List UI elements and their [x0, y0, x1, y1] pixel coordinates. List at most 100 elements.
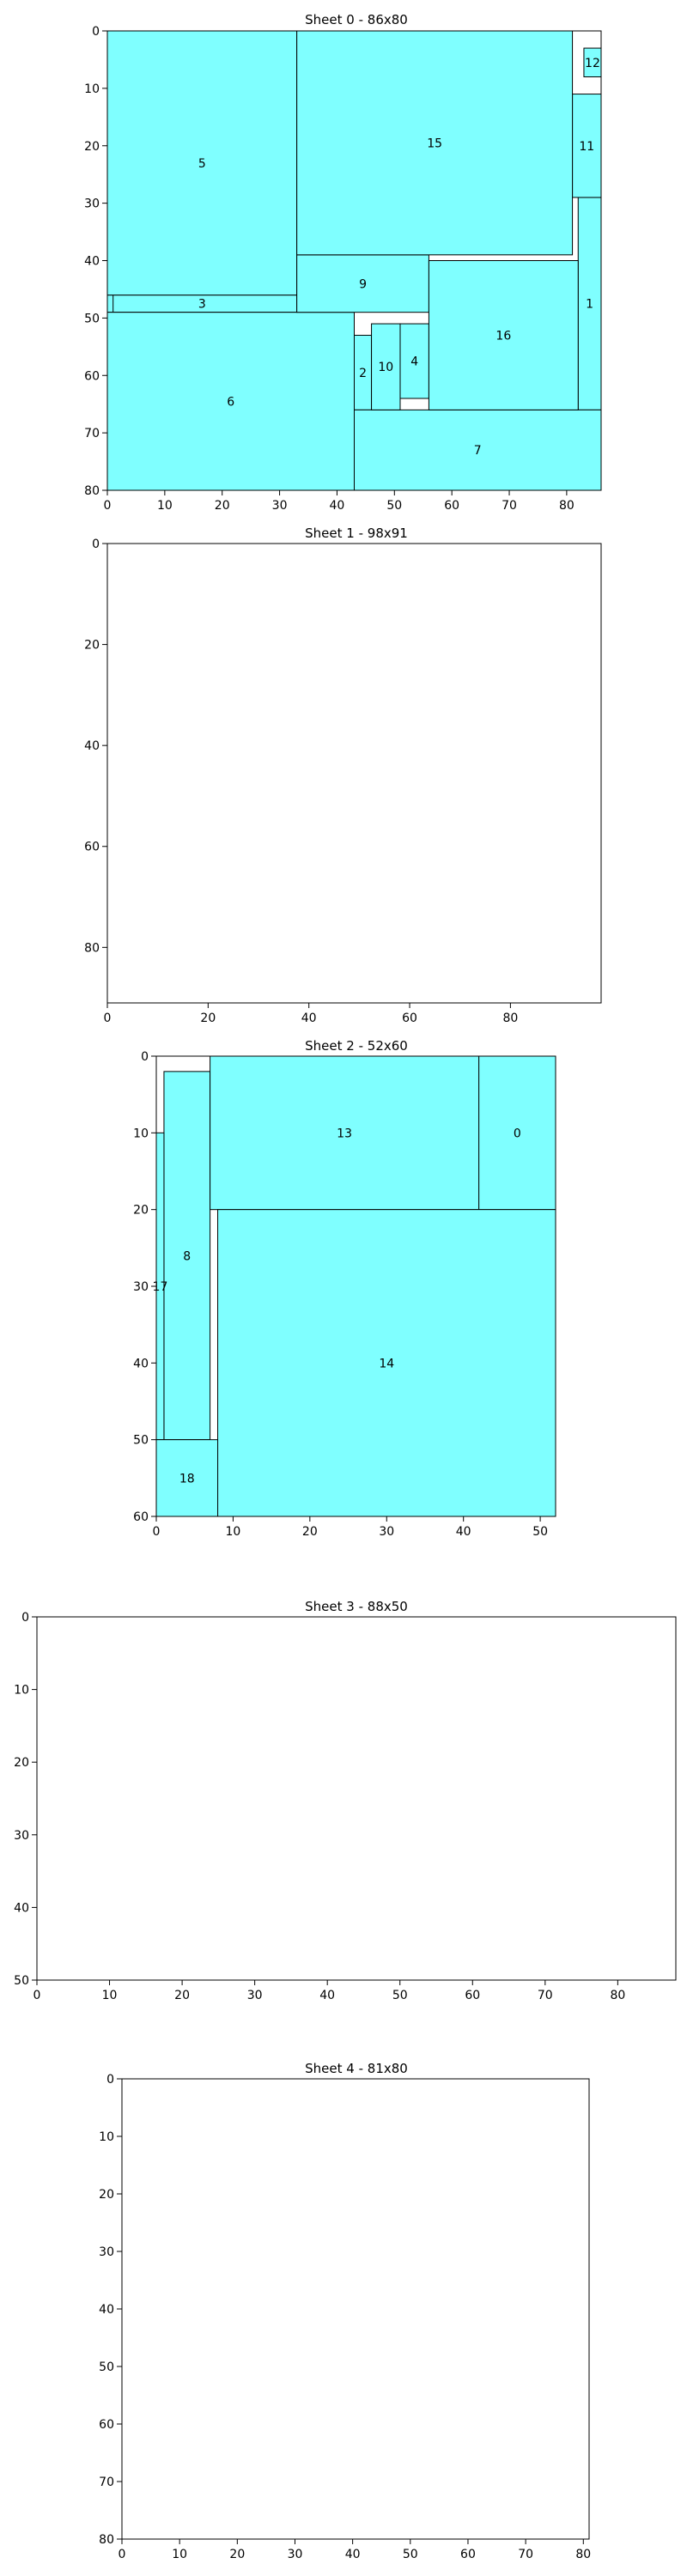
y-tick-label-10: 10: [84, 82, 100, 96]
y-tick-label-0: 0: [141, 1050, 149, 1064]
piece-label-16: 16: [495, 329, 511, 343]
x-tick-label-50: 50: [392, 1989, 408, 2002]
y-tick-label-30: 30: [99, 2245, 114, 2259]
x-ticks-2: 0 10 20 30 40 50: [153, 1516, 548, 1539]
y-tick-label-30: 30: [133, 1280, 149, 1294]
x-tick-label-80: 80: [575, 2548, 591, 2561]
y-tick-label-80: 80: [84, 484, 100, 498]
y-tick-label-50: 50: [14, 1974, 29, 1988]
y-tick-label-40: 40: [84, 255, 100, 269]
sheet-panel-1: Sheet 1 - 98x91 0 20 40 60 80 0 20 40 60 80: [84, 526, 602, 1025]
piece-label-15: 15: [427, 137, 442, 150]
x-ticks-4: 0 10 20 30 40 50 60 70 80: [119, 2539, 591, 2561]
y-tick-label-40: 40: [84, 739, 100, 753]
y-tick-label-60: 60: [99, 2418, 114, 2432]
x-tick-label-20: 20: [200, 1012, 216, 1025]
piece-label-2: 2: [359, 367, 367, 380]
piece-rect-11: [572, 94, 602, 198]
y-tick-label-80: 80: [84, 941, 100, 955]
x-tick-label-40: 40: [301, 1012, 317, 1025]
x-ticks-1: 0 20 40 60 80: [104, 1003, 518, 1025]
x-ticks-0: 0 10 20 30 40 50 60 70 80: [104, 490, 575, 513]
piece-label-11: 11: [579, 140, 594, 154]
piece-label-12: 12: [585, 57, 600, 70]
y-tick-label-40: 40: [133, 1357, 149, 1370]
y-ticks-0: 0 10 20 30 40 50 60 70 80: [84, 25, 107, 498]
piece-rect-9: [296, 254, 429, 313]
x-tick-label-20: 20: [174, 1989, 190, 2002]
piece-label-18: 18: [179, 1472, 195, 1485]
y-tick-label-10: 10: [99, 2130, 114, 2144]
x-tick-label-60: 60: [460, 2548, 476, 2561]
x-tick-label-30: 30: [247, 1989, 263, 2002]
y-ticks-3: 0 10 20 30 40 50: [14, 1611, 37, 1988]
x-tick-label-40: 40: [330, 499, 345, 513]
x-tick-label-30: 30: [379, 1525, 394, 1539]
x-tick-label-80: 80: [559, 499, 575, 513]
x-tick-label-0: 0: [119, 2548, 126, 2561]
x-tick-label-0: 0: [33, 1989, 41, 2002]
y-tick-label-20: 20: [99, 2188, 114, 2202]
y-tick-label-30: 30: [14, 1829, 29, 1843]
y-tick-label-0: 0: [21, 1611, 29, 1625]
piece-rect-5: [106, 30, 298, 296]
axes-frame-3: [36, 1616, 677, 1981]
axes-frame-1: [106, 543, 602, 1004]
y-tick-label-40: 40: [14, 1901, 29, 1915]
piece-label-5: 5: [198, 157, 206, 171]
piece-rect-14: [217, 1209, 556, 1517]
sheet-title-0: Sheet 0 - 86x80: [305, 12, 408, 27]
y-tick-label-60: 60: [133, 1510, 149, 1524]
x-tick-label-10: 10: [172, 2548, 187, 2561]
x-tick-label-50: 50: [403, 2548, 418, 2561]
x-tick-label-70: 70: [518, 2548, 533, 2561]
rects-2: 0 8 13 14 17 18: [153, 1055, 556, 1517]
piece-rect-1: [577, 197, 602, 410]
piece-rect-10: [371, 323, 401, 410]
x-tick-label-70: 70: [502, 499, 517, 513]
x-tick-label-0: 0: [153, 1525, 161, 1539]
y-tick-label-60: 60: [84, 369, 100, 383]
piece-label-0: 0: [514, 1127, 521, 1140]
y-tick-label-0: 0: [92, 25, 100, 39]
y-tick-label-60: 60: [84, 841, 100, 854]
sheet-panel-2: Sheet 2 - 52x60 0 8 13 14 17 18 0 10 20 30 40 50 0…: [133, 1038, 556, 1539]
y-tick-label-30: 30: [84, 197, 100, 211]
sheet-panel-4: Sheet 4 - 81x80 0 10 20 30 40 50 60 70 80 0 10 20 3…: [99, 2061, 591, 2561]
x-tick-label-60: 60: [465, 1989, 480, 2002]
piece-rect-16: [428, 260, 579, 410]
piece-rect-6: [106, 312, 355, 491]
y-ticks-2: 0 10 20 30 40 50 60: [133, 1050, 156, 1524]
x-tick-label-60: 60: [402, 1012, 417, 1025]
x-tick-label-0: 0: [104, 1012, 112, 1025]
sheet-title-4: Sheet 4 - 81x80: [305, 2061, 408, 2076]
x-tick-label-20: 20: [229, 2548, 245, 2561]
y-tick-label-0: 0: [106, 2073, 114, 2087]
piece-label-7: 7: [474, 444, 482, 458]
x-tick-label-10: 10: [102, 1989, 118, 2002]
x-tick-label-40: 40: [456, 1525, 471, 1539]
y-tick-label-10: 10: [133, 1127, 149, 1140]
y-ticks-4: 0 10 20 30 40 50 60 70 80: [99, 2073, 122, 2547]
y-tick-label-0: 0: [92, 538, 100, 551]
y-tick-label-50: 50: [84, 312, 100, 325]
x-tick-label-60: 60: [444, 499, 459, 513]
piece-label-1: 1: [586, 298, 593, 312]
x-tick-label-20: 20: [215, 499, 230, 513]
piece-label-3: 3: [198, 298, 206, 312]
y-tick-label-50: 50: [133, 1434, 149, 1448]
y-tick-label-20: 20: [84, 140, 100, 154]
y-tick-label-70: 70: [84, 427, 100, 440]
x-tick-label-40: 40: [345, 2548, 361, 2561]
x-tick-label-10: 10: [226, 1525, 241, 1539]
x-ticks-3: 0 10 20 30 40 50 60 70 80: [33, 1980, 625, 2002]
y-tick-label-20: 20: [14, 1756, 29, 1770]
sheet-title-2: Sheet 2 - 52x60: [305, 1038, 408, 1054]
piece-label-6: 6: [227, 395, 234, 409]
x-tick-label-80: 80: [502, 1012, 518, 1025]
sheet-title-3: Sheet 3 - 88x50: [305, 1599, 408, 1614]
x-tick-label-10: 10: [157, 499, 173, 513]
x-tick-label-50: 50: [386, 499, 402, 513]
